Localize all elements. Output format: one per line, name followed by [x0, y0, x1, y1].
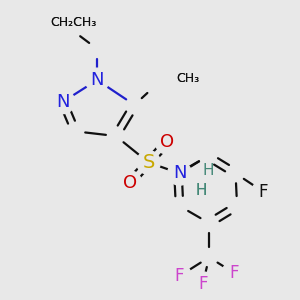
FancyBboxPatch shape [165, 71, 188, 85]
Text: H: H [195, 183, 207, 198]
Circle shape [155, 130, 179, 154]
Circle shape [252, 180, 275, 204]
Text: F: F [259, 183, 268, 201]
Text: H: H [203, 163, 214, 178]
FancyBboxPatch shape [55, 14, 92, 31]
Text: CH₂CH₃: CH₂CH₃ [51, 16, 97, 29]
Text: S: S [142, 153, 154, 172]
Text: F: F [198, 275, 208, 293]
Circle shape [222, 261, 246, 285]
Text: CH₃: CH₃ [176, 72, 200, 85]
Text: CH₃: CH₃ [176, 72, 200, 85]
Text: N: N [173, 164, 186, 182]
Circle shape [191, 272, 215, 296]
Text: CH₂CH₃: CH₂CH₃ [51, 16, 97, 29]
Text: O: O [123, 174, 137, 192]
Text: F: F [229, 264, 239, 282]
Circle shape [51, 90, 75, 114]
Text: F: F [175, 267, 184, 285]
Circle shape [168, 264, 191, 288]
Text: O: O [160, 133, 174, 151]
Circle shape [118, 171, 142, 194]
Circle shape [85, 68, 109, 92]
Circle shape [168, 161, 191, 185]
Text: N: N [56, 93, 70, 111]
Circle shape [136, 151, 160, 174]
Text: N: N [90, 71, 104, 89]
Text: H: H [195, 183, 207, 198]
